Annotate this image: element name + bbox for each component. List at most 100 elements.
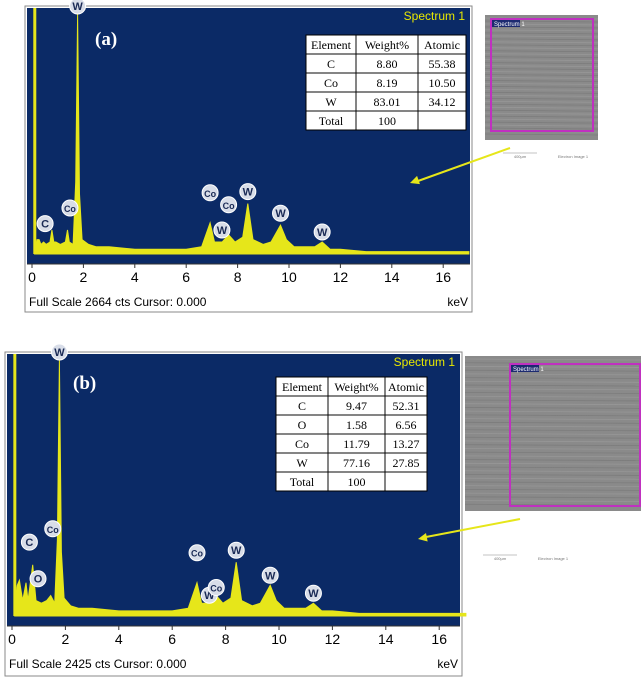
peak-marker-label: W — [72, 1, 83, 13]
table-cell: 55.38 — [429, 57, 456, 71]
sem-texture — [464, 492, 641, 495]
peak-marker — [304, 584, 322, 602]
table-header: Weight% — [334, 380, 378, 394]
sem-label: Spectrum 1 — [513, 367, 544, 373]
peak-marker-label: Co — [191, 549, 203, 559]
peak-marker-label: Co — [223, 201, 235, 211]
sem-texture — [464, 455, 641, 458]
sem-texture — [464, 496, 641, 499]
table-cell: 1.58 — [346, 418, 367, 432]
sem-texture — [464, 433, 641, 435]
sem-texture — [464, 377, 641, 380]
peak-marker-label: Co — [204, 189, 216, 199]
sem-texture — [484, 38, 599, 41]
x-tick-label: 6 — [182, 269, 190, 285]
table-cell: 6.56 — [396, 418, 417, 432]
sem-texture — [484, 109, 599, 112]
peak-marker-label: O — [34, 574, 43, 586]
table-cell: 52.31 — [393, 399, 420, 413]
sem-texture — [484, 115, 599, 118]
table-cell: 8.80 — [377, 57, 398, 71]
x-tick-label: 4 — [131, 269, 139, 285]
sem-caption: Electron Image 1 — [558, 154, 589, 159]
x-tick-label: 2 — [80, 269, 88, 285]
sem-texture — [464, 414, 641, 417]
sem-texture — [464, 358, 641, 361]
sem-texture — [484, 68, 599, 70]
sem-texture — [484, 41, 599, 44]
table-cell: 100 — [348, 475, 366, 489]
table-cell: W — [325, 95, 337, 109]
sem-texture — [484, 77, 599, 79]
sem-texture — [464, 380, 641, 383]
sem-texture — [484, 47, 599, 50]
table-cell: 10.50 — [429, 76, 456, 90]
sem-texture — [484, 26, 599, 29]
sem-texture — [484, 133, 599, 136]
sem-texture — [484, 83, 599, 85]
peak-marker — [261, 566, 279, 584]
sem-texture — [484, 35, 599, 38]
peak-marker — [313, 223, 331, 241]
spectrum-edge — [13, 354, 17, 616]
peak-marker-label: Co — [210, 584, 222, 594]
scale-bar-label: 400µm — [514, 154, 527, 159]
x-tick-label: 6 — [168, 631, 176, 647]
sem-texture — [484, 118, 599, 121]
sem-texture — [484, 62, 599, 65]
sem-texture — [484, 127, 599, 130]
sem-texture — [464, 448, 641, 450]
peak-marker — [213, 221, 231, 239]
sem-label-bg — [492, 20, 520, 27]
peak-marker — [61, 199, 79, 217]
table-cell-box — [384, 471, 428, 492]
x-tick-label: 14 — [384, 269, 400, 285]
peak-marker — [36, 215, 54, 233]
peak-marker — [201, 184, 219, 202]
table-cell: Total — [290, 475, 315, 489]
table-cell: 100 — [378, 114, 396, 128]
x-tick-label: 2 — [62, 631, 70, 647]
table-cell: 11.79 — [343, 437, 370, 451]
peak-marker-label: Co — [64, 204, 76, 214]
sem-texture — [464, 384, 641, 387]
table-cell: C — [298, 399, 306, 413]
peak-marker-label: W — [275, 208, 286, 220]
sem-texture — [484, 44, 599, 47]
sem-texture — [484, 29, 599, 32]
sem-texture — [464, 451, 641, 454]
table-cell: 77.16 — [343, 456, 370, 470]
table-cell: Co — [324, 76, 338, 90]
table-cell: 13.27 — [393, 437, 420, 451]
peak-marker — [272, 204, 290, 222]
sem-texture — [464, 459, 641, 461]
sem-texture — [464, 481, 641, 484]
peak-marker-label: W — [308, 588, 319, 600]
sem-texture — [484, 121, 599, 124]
sem-texture — [464, 369, 641, 372]
x-tick-label: 16 — [431, 631, 447, 647]
sem-texture — [484, 106, 599, 109]
composition-table — [305, 34, 467, 131]
table-cell: O — [298, 418, 307, 432]
sem-texture — [464, 421, 641, 424]
peak-marker-label: C — [41, 219, 49, 231]
sem-texture — [484, 74, 599, 76]
x-tick-label: 12 — [325, 631, 341, 647]
sem-spectrum-frame — [509, 363, 641, 507]
sem-texture — [484, 97, 599, 100]
table-cell: Total — [319, 114, 344, 128]
sem-texture — [484, 103, 599, 106]
footer-full-scale: Full Scale 2425 cts Cursor: 0.000 — [9, 657, 187, 671]
sem-texture — [484, 32, 599, 35]
peak-marker — [44, 520, 62, 538]
peak-marker-label: W — [317, 227, 328, 239]
x-tick-label: 12 — [333, 269, 349, 285]
eds-panel-b: 0 2 4 6 8 10 12 14 16 Full Scale 2425 cts Cursor:… — [0, 343, 641, 680]
sem-texture — [484, 53, 599, 56]
sem-texture — [484, 112, 599, 115]
sem-texture — [484, 124, 599, 127]
sem-texture — [464, 470, 641, 473]
sem-texture — [484, 65, 599, 67]
sem-texture — [484, 56, 599, 59]
